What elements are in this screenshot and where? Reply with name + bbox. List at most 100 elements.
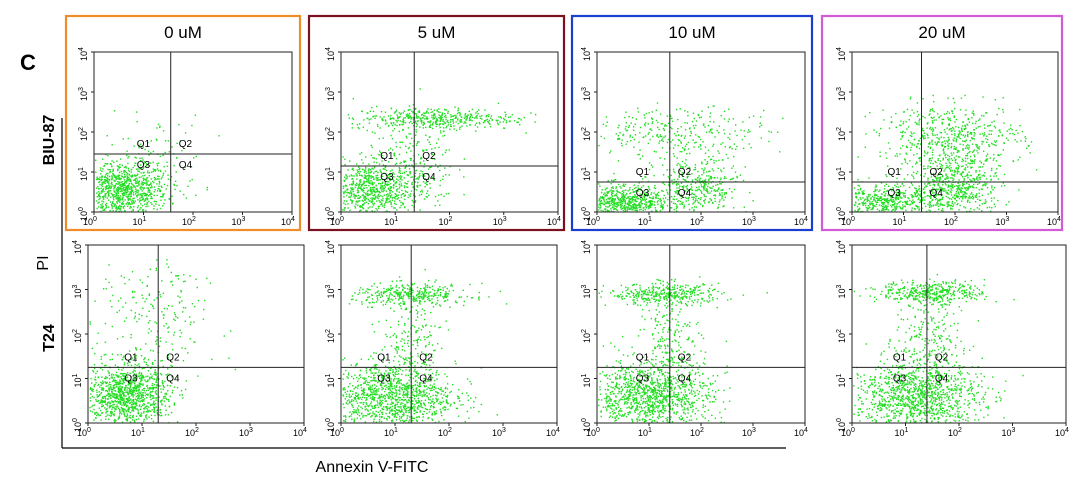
data-point: [137, 181, 140, 184]
data-point: [706, 190, 708, 192]
data-point: [712, 170, 715, 172]
data-point: [972, 160, 974, 162]
data-point: [866, 197, 868, 199]
data-point: [923, 202, 925, 205]
data-point: [635, 190, 637, 192]
data-point: [644, 194, 646, 196]
data-point: [414, 108, 417, 110]
data-point: [109, 175, 111, 178]
data-point: [415, 113, 417, 115]
data-point: [981, 133, 984, 135]
data-point: [929, 189, 931, 192]
data-point: [929, 113, 931, 115]
row-label-t24: T24: [41, 324, 58, 352]
data-point: [950, 169, 952, 171]
data-point: [1003, 173, 1006, 176]
data-point: [966, 175, 968, 177]
data-point: [375, 207, 377, 210]
data-point: [374, 198, 376, 200]
data-point: [373, 167, 376, 169]
data-point: [968, 185, 970, 187]
data-point: [367, 174, 370, 176]
data-point: [680, 194, 682, 196]
data-point: [886, 190, 888, 193]
data-point: [718, 152, 720, 154]
data-point: [431, 116, 433, 119]
data-point: [181, 149, 183, 152]
data-point: [951, 110, 953, 112]
data-point: [126, 179, 128, 181]
data-point: [358, 187, 360, 189]
data-point: [951, 112, 954, 114]
data-point: [960, 196, 963, 198]
data-point: [632, 206, 634, 208]
data-point: [377, 177, 379, 179]
data-point: [931, 192, 934, 194]
data-point: [437, 200, 439, 202]
data-point: [969, 174, 972, 177]
data-point: [474, 117, 476, 119]
data-point: [127, 191, 129, 193]
data-point: [628, 203, 630, 205]
data-point: [940, 187, 942, 189]
y-tick-exponent: 2: [325, 127, 332, 131]
data-point: [906, 203, 908, 205]
data-point: [131, 183, 133, 185]
data-point: [939, 166, 942, 168]
data-point: [972, 186, 974, 189]
data-point: [892, 204, 894, 206]
data-point: [895, 112, 897, 115]
data-point: [683, 149, 686, 152]
data-point: [704, 202, 706, 204]
data-point: [666, 191, 669, 193]
data-point: [698, 188, 700, 191]
data-point: [154, 189, 156, 191]
data-point: [914, 195, 917, 197]
data-point: [630, 140, 632, 142]
data-point: [417, 154, 420, 156]
data-point: [124, 189, 126, 192]
data-point: [386, 193, 388, 196]
data-point: [143, 390, 145, 392]
data-point: [897, 197, 900, 199]
data-point: [662, 182, 664, 184]
data-point: [353, 194, 356, 196]
data-point: [929, 203, 931, 205]
y-tick-label: 103: [78, 87, 89, 101]
data-point: [862, 197, 864, 199]
data-point: [637, 185, 639, 187]
data-point: [676, 130, 679, 133]
data-point: [412, 186, 414, 188]
data-point: [964, 134, 967, 137]
data-point: [116, 160, 118, 162]
data-point: [1003, 122, 1005, 124]
data-point: [147, 402, 149, 404]
data-point: [692, 139, 694, 141]
data-point: [126, 187, 129, 189]
data-point: [883, 204, 885, 206]
data-point: [123, 179, 126, 181]
data-point: [699, 180, 701, 182]
data-point: [101, 170, 103, 172]
data-point: [400, 196, 403, 199]
data-point: [357, 126, 359, 129]
data-point: [970, 162, 972, 165]
data-point: [970, 159, 972, 161]
data-point: [405, 170, 407, 173]
data-point: [715, 190, 717, 192]
data-point: [459, 112, 461, 114]
data-point: [717, 206, 719, 208]
data-point: [376, 179, 378, 181]
data-point: [444, 109, 446, 111]
data-point: [905, 146, 908, 148]
data-point: [365, 197, 368, 200]
data-point: [935, 143, 937, 146]
data-point: [967, 133, 969, 136]
data-point: [695, 124, 697, 127]
data-point: [398, 124, 401, 126]
data-point: [644, 203, 646, 205]
data-point: [400, 194, 402, 196]
data-point: [700, 148, 702, 150]
data-point: [102, 181, 104, 183]
data-point: [961, 173, 963, 175]
